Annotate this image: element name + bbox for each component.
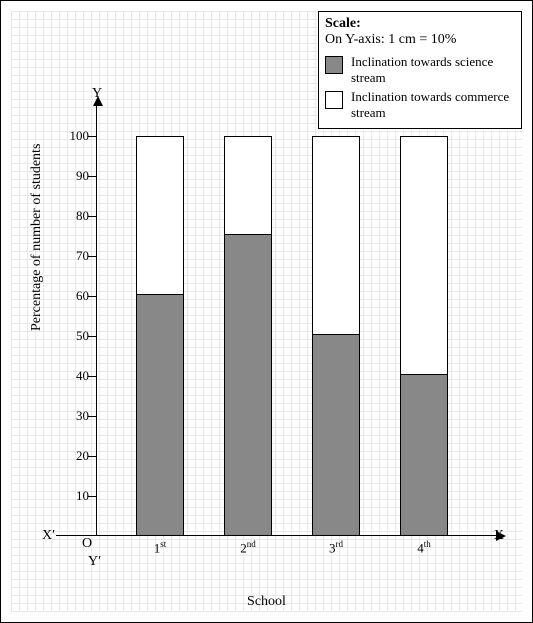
bar-segment-commerce bbox=[401, 137, 447, 377]
y-tick-label: 60 bbox=[61, 288, 89, 304]
legend-item-commerce: Inclination towards commerce stream bbox=[325, 89, 515, 120]
y-tick bbox=[88, 376, 96, 377]
x-axis-end-label: X bbox=[494, 528, 504, 544]
y-tick bbox=[88, 256, 96, 257]
bar-segment-science bbox=[313, 334, 359, 535]
legend-item-science: Inclination towards science stream bbox=[325, 54, 515, 85]
y-axis bbox=[96, 106, 97, 536]
y-tick-label: 100 bbox=[61, 128, 89, 144]
swatch-commerce bbox=[325, 91, 343, 109]
scale-text: On Y-axis: 1 cm = 10% bbox=[325, 32, 515, 48]
y-tick-label: 40 bbox=[61, 368, 89, 384]
y-tick-label: 30 bbox=[61, 408, 89, 424]
bar-segment-science bbox=[401, 374, 447, 535]
x-tick-label: 4th bbox=[417, 539, 431, 556]
y-axis-prime-label: Y′ bbox=[88, 554, 101, 570]
y-tick-label: 10 bbox=[61, 488, 89, 504]
x-axis-label: School bbox=[247, 594, 286, 610]
bar bbox=[136, 136, 184, 536]
y-tick bbox=[88, 136, 96, 137]
bar bbox=[312, 136, 360, 536]
y-tick bbox=[88, 416, 96, 417]
y-tick-label: 90 bbox=[61, 168, 89, 184]
y-tick bbox=[88, 496, 96, 497]
bar bbox=[400, 136, 448, 536]
y-tick bbox=[88, 336, 96, 337]
bar bbox=[224, 136, 272, 536]
legend-box: Scale: On Y-axis: 1 cm = 10% Inclination… bbox=[318, 11, 522, 129]
x-tick-label: 1st bbox=[154, 539, 167, 556]
y-tick bbox=[88, 296, 96, 297]
scale-title: Scale: bbox=[325, 16, 515, 32]
y-axis-end-label: Y bbox=[92, 86, 102, 102]
x-tick-label: 3rd bbox=[329, 539, 343, 556]
y-tick-label: 70 bbox=[61, 248, 89, 264]
x-tick-label: 2nd bbox=[240, 539, 256, 556]
y-tick-label: 80 bbox=[61, 208, 89, 224]
y-tick bbox=[88, 216, 96, 217]
origin-label: O bbox=[82, 536, 92, 552]
x-axis-prime-label: X′ bbox=[42, 528, 55, 544]
bar-segment-science bbox=[137, 294, 183, 535]
bar-segment-commerce bbox=[225, 137, 271, 237]
y-tick-label: 50 bbox=[61, 328, 89, 344]
legend-label-commerce: Inclination towards commerce stream bbox=[351, 89, 515, 120]
y-tick bbox=[88, 176, 96, 177]
bar-segment-commerce bbox=[137, 137, 183, 297]
bar-segment-commerce bbox=[313, 137, 359, 337]
bar-segment-science bbox=[225, 234, 271, 535]
y-tick-label: 20 bbox=[61, 448, 89, 464]
plot-area: 102030405060708090100 1st2nd3rd4th Y X X… bbox=[96, 136, 476, 536]
chart-page: Scale: On Y-axis: 1 cm = 10% Inclination… bbox=[0, 0, 533, 623]
swatch-science bbox=[325, 56, 343, 74]
y-tick bbox=[88, 456, 96, 457]
y-axis-label: Percentage of number of students bbox=[29, 144, 45, 331]
legend-label-science: Inclination towards science stream bbox=[351, 54, 515, 85]
